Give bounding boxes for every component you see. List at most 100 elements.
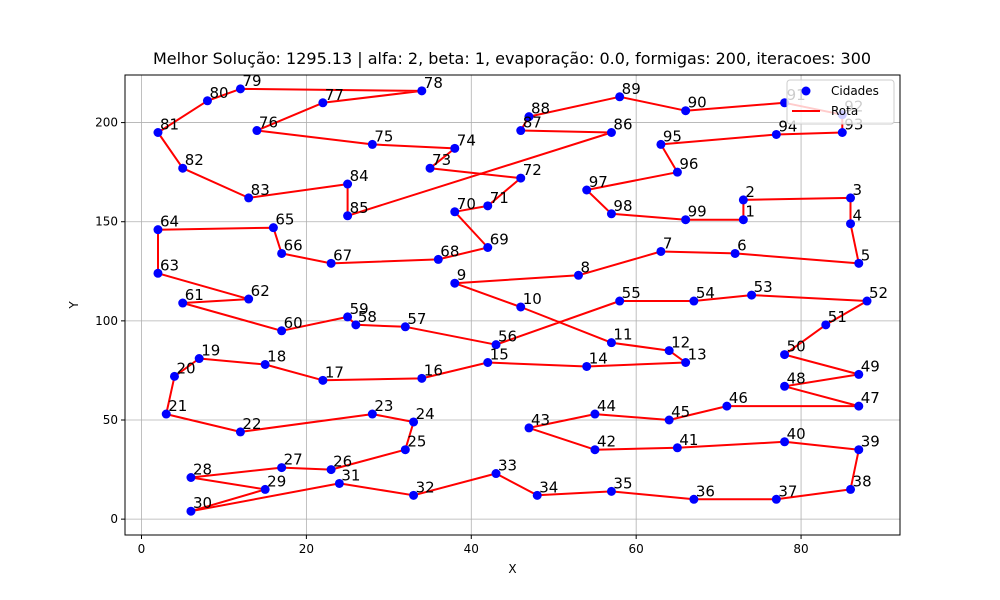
city-point-11 (606, 338, 616, 348)
city-point-46 (722, 401, 732, 411)
city-point-63 (153, 268, 163, 278)
city-point-84 (343, 179, 353, 189)
city-point-13 (681, 358, 691, 367)
city-point-85 (343, 211, 353, 221)
city-point-88 (524, 112, 534, 122)
city-point-8 (573, 270, 583, 280)
city-point-28 (186, 473, 196, 482)
city-label-36: 36 (696, 482, 715, 500)
city-point-71 (483, 201, 493, 211)
city-label-24: 24 (416, 405, 435, 423)
city-label-51: 51 (828, 308, 847, 326)
city-label-64: 64 (160, 213, 179, 231)
y-tick-label: 200 (95, 116, 118, 130)
city-point-90 (681, 106, 691, 116)
city-label-20: 20 (176, 359, 195, 377)
city-point-4 (846, 219, 856, 229)
city-label-56: 56 (498, 328, 517, 346)
city-point-97 (582, 185, 592, 195)
city-label-40: 40 (787, 425, 806, 443)
city-point-93 (837, 128, 847, 137)
city-label-96: 96 (679, 155, 698, 173)
city-label-89: 89 (622, 80, 641, 98)
city-label-25: 25 (407, 433, 426, 451)
city-label-62: 62 (251, 282, 270, 300)
city-point-60 (277, 326, 287, 336)
city-label-70: 70 (457, 195, 476, 213)
city-point-61 (178, 298, 188, 308)
city-point-70 (450, 207, 460, 217)
city-point-9 (450, 278, 460, 288)
city-point-87 (516, 126, 526, 136)
legend-box (786, 79, 895, 125)
city-label-32: 32 (416, 478, 435, 496)
chart-title: Melhor Solução: 1295.13 | alfa: 2, beta:… (153, 49, 871, 68)
city-point-62 (244, 294, 254, 304)
city-label-67: 67 (333, 246, 352, 264)
city-point-66 (277, 248, 287, 258)
city-point-23 (367, 409, 377, 419)
city-point-3 (846, 193, 856, 203)
city-label-33: 33 (498, 457, 517, 475)
city-label-2: 2 (745, 183, 755, 201)
grid-lines (125, 75, 900, 535)
y-tick-label: 150 (95, 215, 118, 229)
city-label-14: 14 (589, 349, 608, 367)
city-label-38: 38 (853, 472, 872, 490)
city-point-12 (664, 346, 674, 356)
city-label-83: 83 (251, 181, 270, 199)
city-label-66: 66 (284, 236, 303, 254)
y-axis-label: Y (67, 301, 81, 310)
city-point-20 (169, 371, 179, 381)
city-label-54: 54 (696, 284, 715, 302)
plot-frame (124, 74, 901, 536)
city-point-27 (277, 463, 287, 473)
city-label-65: 65 (275, 211, 294, 229)
city-point-56 (491, 340, 501, 350)
city-label-30: 30 (193, 494, 212, 512)
city-point-19 (194, 354, 204, 364)
city-point-67 (326, 258, 336, 268)
city-point-1 (738, 215, 748, 225)
legend-marker-cidades (801, 86, 811, 96)
city-label-44: 44 (597, 397, 616, 415)
city-point-17 (318, 375, 328, 385)
city-point-76 (252, 126, 262, 136)
city-point-41 (672, 443, 682, 453)
city-label-29: 29 (267, 472, 286, 490)
city-point-95 (656, 139, 666, 149)
city-label-57: 57 (407, 310, 426, 328)
city-label-41: 41 (679, 431, 698, 449)
city-label-61: 61 (185, 286, 204, 304)
city-point-48 (780, 381, 790, 391)
city-label-80: 80 (209, 84, 228, 102)
city-point-82 (178, 163, 188, 173)
legend: Cidades Rota (786, 79, 895, 125)
city-point-58 (351, 320, 361, 330)
city-label-35: 35 (613, 474, 632, 492)
city-point-16 (417, 373, 427, 383)
city-label-1: 1 (745, 203, 755, 221)
city-label-21: 21 (168, 397, 187, 415)
city-label-82: 82 (185, 151, 204, 169)
city-label-84: 84 (350, 167, 369, 185)
city-label-6: 6 (737, 236, 747, 254)
city-point-79 (235, 84, 245, 94)
city-label-99: 99 (688, 203, 707, 221)
city-label-9: 9 (457, 266, 467, 284)
city-label-73: 73 (432, 151, 451, 169)
city-point-26 (326, 465, 336, 475)
city-point-15 (483, 358, 493, 367)
city-points (153, 84, 872, 516)
city-point-83 (244, 193, 254, 203)
city-label-53: 53 (754, 278, 773, 296)
city-label-8: 8 (580, 258, 590, 276)
y-tick-label: 50 (103, 413, 118, 427)
city-point-21 (161, 409, 171, 419)
city-label-34: 34 (539, 478, 558, 496)
route-line (157, 87, 868, 513)
city-label-7: 7 (663, 234, 673, 252)
city-point-10 (516, 302, 526, 312)
city-point-34 (532, 490, 542, 500)
